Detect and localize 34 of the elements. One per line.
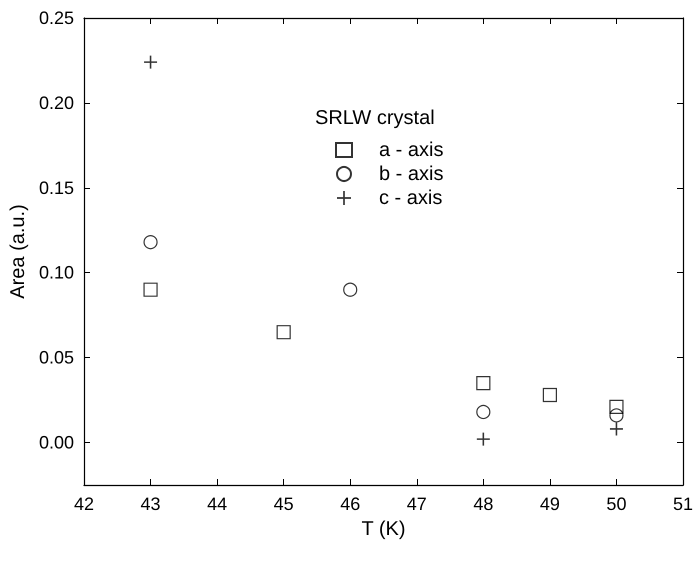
y-axis-title: Area (a.u.) (7, 204, 29, 299)
y-tick-label: 0.10 (38, 262, 74, 283)
x-tick-label: 45 (274, 494, 294, 514)
y-tick-label: 0.00 (38, 432, 74, 453)
x-tick-label: 48 (473, 494, 494, 514)
point (476, 376, 490, 390)
x-tick-label: 47 (406, 494, 427, 514)
point (542, 388, 557, 402)
y-tick-label: 0.15 (38, 178, 74, 198)
x-tick-label: 46 (340, 494, 360, 514)
y-tick-label: 0.25 (38, 8, 74, 28)
point (476, 432, 490, 446)
legend-title: SRLW crystal (315, 107, 435, 129)
point (343, 282, 358, 297)
y-tick-label: 0.20 (38, 92, 74, 113)
point (143, 282, 158, 297)
point (143, 235, 158, 250)
x-tick-label: 50 (606, 494, 626, 514)
point (610, 422, 623, 436)
x-tick-label: 43 (140, 494, 161, 514)
point (144, 56, 158, 69)
point (609, 400, 624, 414)
legend-label: c - axis (379, 187, 442, 209)
x-tick-label: 44 (207, 494, 228, 514)
x-tick-label: 42 (74, 494, 94, 514)
point (609, 408, 624, 422)
point (276, 325, 291, 340)
y-tick-label: 0.05 (38, 348, 74, 368)
legend-label: b - axis (379, 163, 444, 185)
x-tick-label: 49 (540, 494, 560, 514)
legend-label: a - axis (379, 139, 444, 161)
point (476, 404, 490, 420)
x-tick-label: 51 (672, 494, 694, 514)
x-axis-title: T (K) (361, 518, 406, 540)
